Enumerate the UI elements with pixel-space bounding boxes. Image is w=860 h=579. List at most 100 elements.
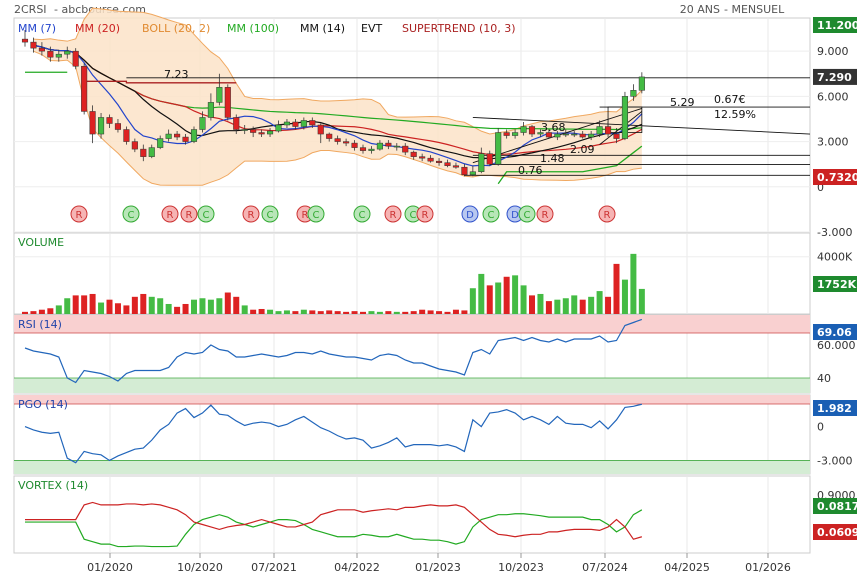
candle-body	[385, 142, 392, 147]
volume-bar	[241, 305, 248, 314]
event-marker-r: R	[598, 205, 616, 223]
vortex-line-plus	[25, 509, 643, 548]
volume-bar	[393, 311, 400, 314]
panel-title: RSI (14)	[18, 318, 62, 331]
annotation-label: 12.59%	[714, 108, 756, 121]
x-tick-label: 07/2021	[251, 561, 297, 574]
candle-body	[410, 151, 417, 157]
bollinger-lower	[33, 50, 642, 186]
event-marker-r: R	[161, 205, 179, 223]
candle-body	[38, 47, 45, 52]
event-marker-c: C	[482, 205, 500, 223]
candle-body	[605, 126, 612, 135]
volume-bar	[224, 292, 231, 314]
volume-bar	[419, 309, 426, 314]
event-letter: R	[302, 210, 309, 221]
volume-bar	[64, 298, 71, 314]
oversold-zone	[14, 460, 810, 474]
candle-body	[436, 160, 443, 163]
mm14-line	[33, 44, 643, 160]
volume-bar	[402, 311, 409, 314]
event-letter: D	[511, 210, 519, 221]
volume-bar	[486, 285, 493, 314]
event-circle	[482, 205, 500, 223]
volume-bar	[512, 275, 519, 314]
event-marker-c: C	[122, 205, 140, 223]
volume-bar	[452, 309, 459, 314]
event-letter: R	[76, 210, 83, 221]
volume-bar	[596, 291, 603, 314]
volume-bar	[368, 311, 375, 314]
candle-body	[444, 162, 451, 166]
volume-bar	[376, 311, 383, 314]
legend-item: BOLL (20, 2)	[142, 22, 210, 35]
rsi-tick: 40	[817, 372, 831, 385]
volume-bar	[436, 311, 443, 314]
candle-body	[309, 120, 316, 126]
event-marker-d: D	[461, 205, 479, 223]
event-marker-r: R	[536, 205, 554, 223]
bollinger-upper	[33, 7, 643, 135]
candle-body	[317, 124, 324, 135]
candle-body	[368, 148, 375, 151]
event-marker-c: C	[261, 205, 279, 223]
candle-body	[630, 90, 637, 97]
candle-body	[579, 133, 586, 138]
x-tick-label: 01/2020	[87, 561, 133, 574]
candle-body	[98, 117, 105, 135]
x-tick-label: 01/2026	[745, 561, 791, 574]
event-marker-r: R	[180, 205, 198, 223]
last-price-badge: 7.290	[817, 71, 852, 84]
supertrend-badge: 0.7320	[817, 171, 860, 184]
candle-body	[503, 132, 510, 136]
interval-label: - MENSUEL	[724, 3, 785, 16]
candle-body	[190, 129, 198, 142]
volume-bar	[317, 311, 324, 314]
panel-frame-vort	[13, 475, 811, 554]
event-marker-r: R	[242, 205, 260, 223]
oversold-zone	[14, 378, 810, 393]
candle-body	[174, 133, 181, 138]
volume-bar	[258, 308, 265, 314]
volume-bar	[351, 311, 358, 314]
volume-bar	[131, 296, 138, 314]
event-circle	[180, 205, 198, 223]
volume-bar	[283, 310, 290, 314]
period-label: 20 ANS	[680, 3, 720, 16]
candle-body	[478, 153, 485, 172]
volume-bar	[148, 296, 155, 314]
volume-bars: VOLUME 4000K 1752K	[14, 236, 857, 314]
candle-body	[131, 141, 138, 150]
rsi-panel: RSI (14) 60.000 40 69.06	[14, 315, 857, 393]
legend-item: MM (7)	[18, 22, 56, 35]
x-tick-label: 01/2023	[415, 561, 461, 574]
candle-body	[258, 132, 265, 135]
candle-body	[21, 38, 29, 43]
rsi-tick: 60.000	[817, 339, 856, 352]
evt-trend-line	[472, 117, 811, 135]
volume-bar	[588, 296, 595, 314]
x-tick-label: 04/2025	[664, 561, 710, 574]
panel-title: PGO (14)	[18, 398, 68, 411]
event-marker-r: R	[70, 205, 88, 223]
price-tick-label: 0	[817, 181, 824, 194]
volume-bar	[174, 306, 181, 314]
candle-body	[393, 145, 400, 148]
candle-body	[157, 138, 164, 148]
event-circle	[518, 205, 536, 223]
candle-body	[148, 147, 155, 157]
candle-body	[376, 142, 383, 150]
volume-bar	[495, 282, 502, 314]
event-circle	[197, 205, 215, 223]
rsi-badge-bg	[813, 324, 857, 340]
pgo-tick: -3.000	[817, 454, 852, 467]
legend-item: EVT	[361, 22, 382, 35]
volume-bar	[165, 303, 172, 314]
symbol-label: 2CRSI	[14, 3, 47, 16]
volume-bar	[529, 295, 535, 314]
event-letter: R	[422, 210, 429, 221]
price-y-axis: 9.000 6.000 3.000 0 -3.000 11.200 7.290 0.7320	[813, 17, 860, 239]
annotation-label: 7.23	[164, 68, 189, 81]
